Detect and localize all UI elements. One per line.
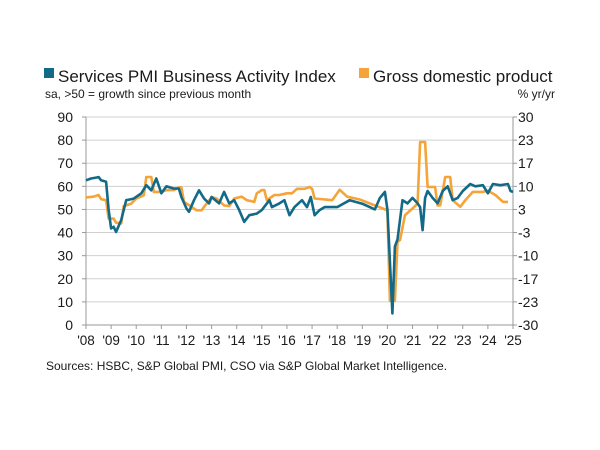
left-tick-label: 0 (65, 317, 73, 333)
series-lines (85, 140, 514, 315)
x-tick-label: '09 (102, 333, 120, 348)
left-tick-label: 90 (57, 109, 73, 125)
x-tick-label: '24 (479, 333, 497, 348)
right-tick-label: -17 (518, 271, 538, 287)
gridlines (86, 116, 513, 303)
x-tick-label: '13 (203, 333, 221, 348)
x-tick-label: '11 (153, 333, 170, 348)
x-tick-label: '14 (228, 333, 246, 348)
right-tick-label: 23 (518, 132, 534, 148)
x-tick-label: '18 (328, 333, 346, 348)
series-line-gdp (85, 140, 508, 302)
x-tick-label: '19 (353, 333, 371, 348)
x-tick-label: '22 (429, 333, 447, 348)
x-tick-label: '08 (77, 333, 95, 348)
x-tick-label: '23 (454, 333, 472, 348)
left-tick-label: 80 (57, 132, 73, 148)
x-tick-label: '25 (504, 333, 522, 348)
left-tick-label: 30 (57, 248, 73, 264)
legend-swatch-gdp (359, 68, 369, 78)
x-tick-label: '12 (178, 333, 196, 348)
x-tick-label: '10 (127, 333, 145, 348)
x-tick-label: '20 (379, 333, 397, 348)
x-tick-label: '16 (278, 333, 296, 348)
right-axis-label: % yr/yr (518, 87, 555, 101)
right-tick-label: 10 (518, 178, 534, 194)
legend-label-pmi: Services PMI Business Activity Index (58, 67, 336, 86)
x-tick-label: '21 (404, 333, 422, 348)
right-tick-label: -30 (518, 317, 538, 333)
left-tick-label: 70 (57, 155, 73, 171)
x-tick-label: '17 (303, 333, 321, 348)
right-tick-label: -10 (518, 248, 538, 264)
left-tick-label: 50 (57, 201, 73, 217)
source-note: Sources: HSBC, S&P Global PMI, CSO via S… (46, 359, 447, 373)
left-axis-label: sa, >50 = growth since previous month (45, 87, 251, 101)
right-tick-label: 3 (518, 201, 526, 217)
right-tick-label: 30 (518, 109, 534, 125)
left-tick-label: 40 (57, 225, 73, 241)
left-tick-label: 60 (57, 178, 73, 194)
legend-label-gdp: Gross domestic product (373, 67, 553, 86)
series-line-pmi (85, 175, 514, 315)
left-tick-label: 20 (57, 271, 73, 287)
right-tick-label: -23 (518, 294, 538, 310)
x-tick-label: '15 (253, 333, 271, 348)
legend-swatch-pmi (44, 68, 54, 78)
right-tick-label: -3 (518, 225, 531, 241)
left-tick-label: 10 (57, 294, 73, 310)
right-tick-label: 17 (518, 155, 534, 171)
axes: 0 10 20 30 40 50 60 70 80 90 -30 -23 -17 -10 -3 3 10 17 23… (57, 109, 538, 348)
